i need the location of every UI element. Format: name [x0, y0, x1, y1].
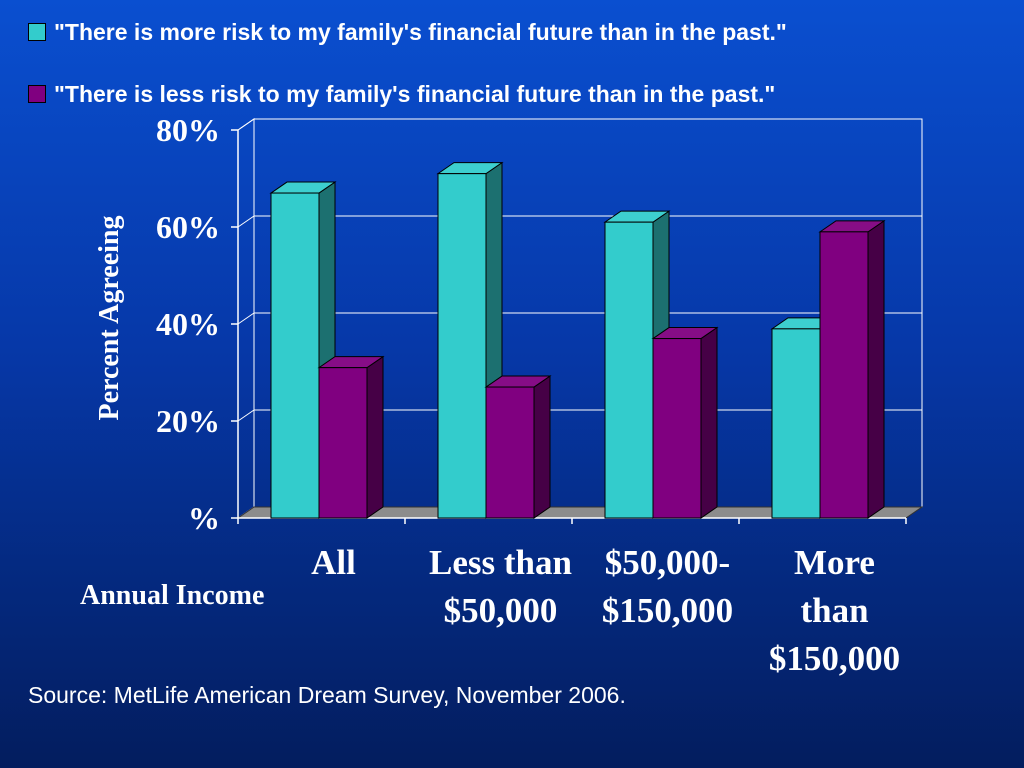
- bar: [652, 338, 702, 519]
- y-tick-label: 40%: [156, 306, 220, 342]
- bar: [318, 367, 368, 519]
- legend-item-more-risk: "There is more risk to my family's finan…: [28, 14, 787, 50]
- bar: [604, 221, 654, 519]
- bar-side: [533, 375, 551, 519]
- x-tick-label: $50,000: [444, 591, 558, 630]
- x-axis-label: Annual Income: [80, 580, 265, 611]
- legend-label-more-risk: "There is more risk to my family's finan…: [54, 18, 787, 45]
- y-tick-label: 80%: [156, 112, 220, 148]
- bar: [270, 192, 320, 519]
- bar: [819, 231, 869, 519]
- x-tick-label: More: [794, 543, 875, 582]
- gridline-side: [237, 118, 255, 131]
- bar: [437, 173, 487, 519]
- gridline-side: [237, 409, 255, 422]
- x-tick-label: $150,000: [602, 591, 733, 630]
- x-tick-label: than: [800, 591, 868, 630]
- x-tick-label: Less than: [429, 543, 572, 582]
- x-tick-label: $50,000-: [605, 543, 730, 582]
- y-tick-label: %: [188, 500, 220, 536]
- legend-swatch-less-risk: [28, 85, 46, 103]
- bar-side: [366, 355, 384, 519]
- legend: "There is more risk to my family's finan…: [28, 14, 787, 112]
- legend-item-less-risk: "There is less risk to my family's finan…: [28, 76, 787, 112]
- gridline-side: [237, 312, 255, 325]
- y-axis-label: Percent Agreeing: [94, 215, 125, 421]
- x-tick-label: $150,000: [769, 639, 900, 678]
- gridline-side: [237, 215, 255, 228]
- x-tick-label: All: [311, 543, 356, 582]
- bar: [771, 328, 821, 519]
- legend-label-less-risk: "There is less risk to my family's finan…: [54, 80, 776, 107]
- bar-side: [867, 219, 885, 519]
- y-tick-label: 60%: [156, 209, 220, 245]
- source-note: Source: MetLife American Dream Survey, N…: [28, 682, 626, 708]
- bar: [485, 386, 535, 519]
- legend-swatch-more-risk: [28, 23, 46, 41]
- bar-side: [700, 326, 718, 519]
- y-tick-label: 20%: [156, 403, 220, 439]
